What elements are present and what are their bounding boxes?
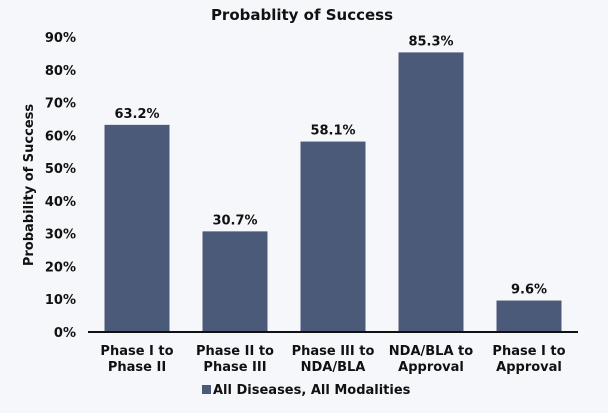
bar (496, 300, 562, 332)
y-tick-label: 90% (45, 31, 76, 46)
bar (300, 141, 366, 332)
y-tick-label: 10% (45, 293, 76, 308)
category-label: Approval (496, 360, 562, 375)
y-tick-label: 60% (45, 129, 76, 144)
legend-label: All Diseases, All Modalities (213, 383, 411, 398)
y-tick-label: 50% (45, 162, 76, 177)
bar (202, 231, 268, 332)
y-tick-label: 80% (45, 64, 76, 79)
data-label: 85.3% (408, 34, 453, 49)
data-label: 63.2% (114, 107, 159, 122)
y-tick-label: 30% (45, 228, 76, 243)
bar (398, 52, 464, 333)
legend-swatch (202, 385, 211, 394)
data-label: 30.7% (212, 213, 257, 228)
category-label: NDA/BLA to (389, 344, 473, 359)
category-label: Phase III to (292, 344, 375, 359)
category-label: Approval (398, 360, 464, 375)
category-label: Phase II to (196, 344, 274, 359)
chart-title: Probablity of Success (211, 6, 393, 24)
y-tick-label: 70% (45, 97, 76, 112)
category-label: NDA/BLA (301, 360, 366, 375)
legend: All Diseases, All Modalities (202, 383, 411, 398)
data-labels: 63.2% 30.7% 58.1% 85.3% 9.6% (114, 34, 547, 297)
y-axis-label: Probability of Success (22, 104, 37, 267)
category-label: Phase I to (492, 344, 565, 359)
y-tick-label: 40% (45, 195, 76, 210)
category-label: Phase II (108, 360, 166, 375)
bars (104, 52, 562, 333)
y-tick-label: 20% (45, 260, 76, 275)
category-label: Phase I to (100, 344, 173, 359)
bar (104, 124, 170, 332)
y-tick-label: 0% (54, 326, 76, 341)
y-axis-ticks: 0% 10% 20% 30% 40% 50% 60% 70% 80% 90% (45, 31, 76, 341)
category-label: Phase III (203, 360, 266, 375)
data-label: 9.6% (511, 283, 547, 298)
data-label: 58.1% (310, 124, 355, 139)
